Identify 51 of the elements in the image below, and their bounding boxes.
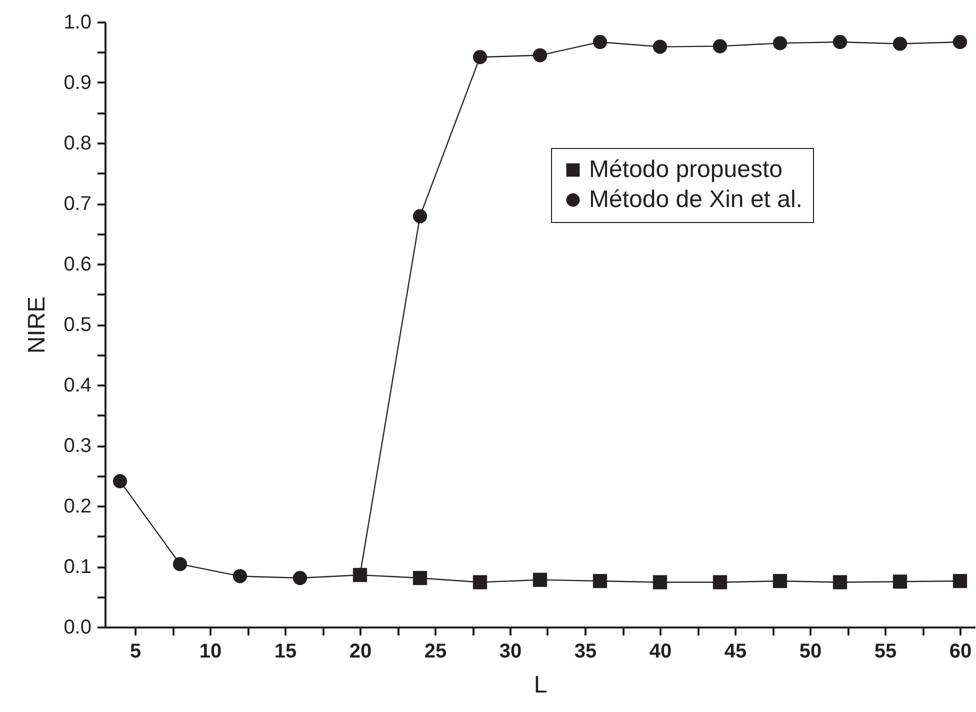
x-tick-label: 35	[574, 640, 597, 662]
point	[472, 50, 488, 64]
point	[532, 572, 548, 587]
point	[952, 574, 968, 588]
x-tick-label: 5	[130, 640, 142, 662]
point	[112, 474, 128, 488]
x-tick-label: 20	[349, 640, 372, 662]
legend-label: Método propuesto	[589, 156, 782, 183]
x-tick-label: 10	[199, 640, 222, 662]
point	[412, 570, 428, 586]
y-tick-label: 1.0	[64, 12, 92, 34]
y-tick-label: 0.6	[64, 254, 92, 276]
point	[232, 569, 248, 584]
y-tick-label: 0.2	[64, 496, 92, 518]
point	[832, 575, 848, 590]
y-tick-label: 0.4	[64, 374, 92, 396]
x-axis-title: L	[534, 672, 548, 698]
point	[472, 575, 488, 590]
point	[412, 209, 428, 224]
point	[772, 574, 788, 588]
x-tick-label: 45	[724, 640, 747, 662]
x-tick-label: 30	[499, 640, 522, 662]
x-tick-label: 15	[274, 640, 297, 662]
point	[652, 40, 668, 54]
y-tick-label: 0.0	[64, 616, 92, 638]
y-tick-label: 0.1	[64, 556, 92, 578]
x-tick-label: 50	[799, 640, 822, 662]
x-tick-label: 25	[424, 640, 447, 662]
y-tick-label: 0.8	[64, 132, 92, 154]
y-tick-label: 0.7	[64, 193, 92, 215]
point	[532, 48, 548, 62]
x-tick-label: 40	[649, 640, 672, 662]
y-axis-title: NIRE	[24, 296, 51, 354]
point	[892, 574, 908, 589]
x-tick-label: 55	[874, 640, 897, 662]
point	[172, 557, 188, 572]
y-tick-label: 0.9	[64, 72, 92, 94]
point	[952, 34, 968, 50]
point	[592, 34, 608, 50]
point	[292, 570, 308, 586]
point	[592, 574, 608, 588]
x-tick-label: 60	[949, 640, 972, 662]
point	[892, 36, 908, 51]
point	[772, 36, 788, 50]
point	[652, 575, 668, 590]
legend-label: Método de Xin et al.	[589, 186, 802, 213]
point	[712, 575, 728, 590]
point	[712, 39, 728, 54]
y-tick-label: 0.5	[64, 314, 92, 336]
y-tick-label: 0.3	[64, 435, 92, 457]
point	[832, 34, 848, 50]
